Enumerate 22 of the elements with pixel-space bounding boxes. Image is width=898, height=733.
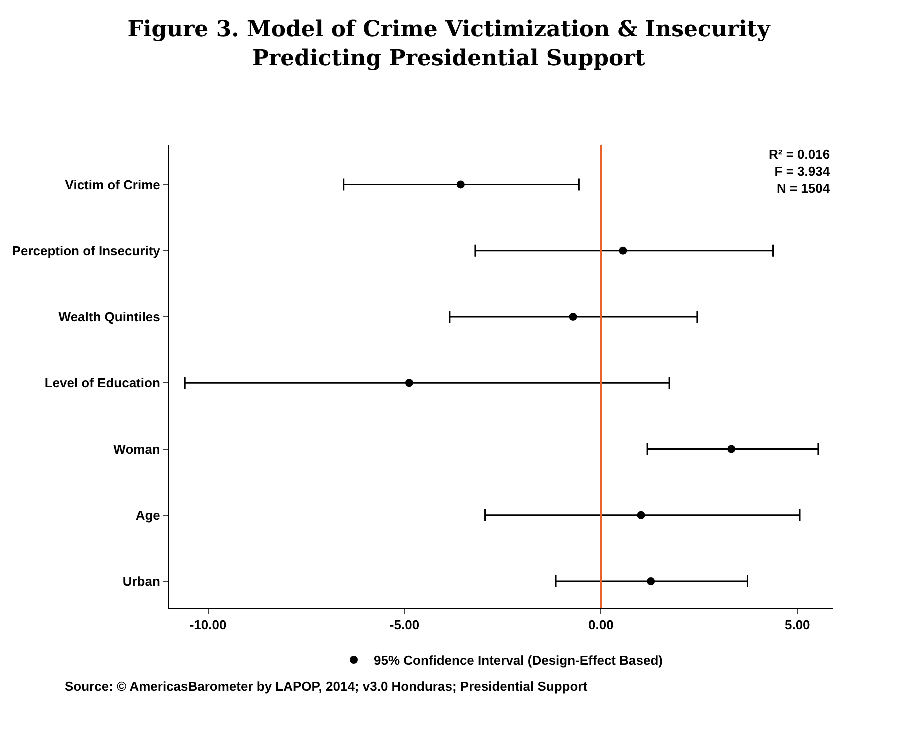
point [637, 511, 646, 520]
point [405, 379, 414, 388]
source-note: Source: © AmericasBarometer by LAPOP, 2014; v3.0 Honduras; Presidential Support [65, 679, 588, 694]
annotation: R² = 0.016 F = 3.934 N = 1504 [769, 147, 831, 196]
y-tick-label: Victim of Crime [65, 177, 160, 192]
y-tick-label: Perception of Insecurity [12, 243, 162, 258]
x-tick-label: 0.00 [588, 618, 614, 633]
y-tick-label: Age [136, 508, 160, 523]
y-tick-label: Wealth Quintiles [58, 310, 160, 325]
point [456, 180, 465, 189]
point [569, 312, 578, 321]
x-tick-label: -5.00 [390, 618, 420, 633]
point [647, 578, 656, 586]
point [619, 246, 628, 255]
y-tick-label: Urban [122, 574, 160, 590]
x-tick-label: 5.00 [784, 618, 810, 633]
point [728, 445, 736, 454]
y-tick-label: Woman [114, 442, 160, 457]
y-tick-label: Level of Education [44, 376, 160, 391]
legend-label: 95% Confidence Interval (Design-Effect Based) [374, 653, 663, 668]
x-tick-label: -10.00 [190, 618, 227, 633]
chart-title: Figure 3. Model of Crime Victimization & Insecurity Predicting Presidential Support [128, 16, 772, 72]
